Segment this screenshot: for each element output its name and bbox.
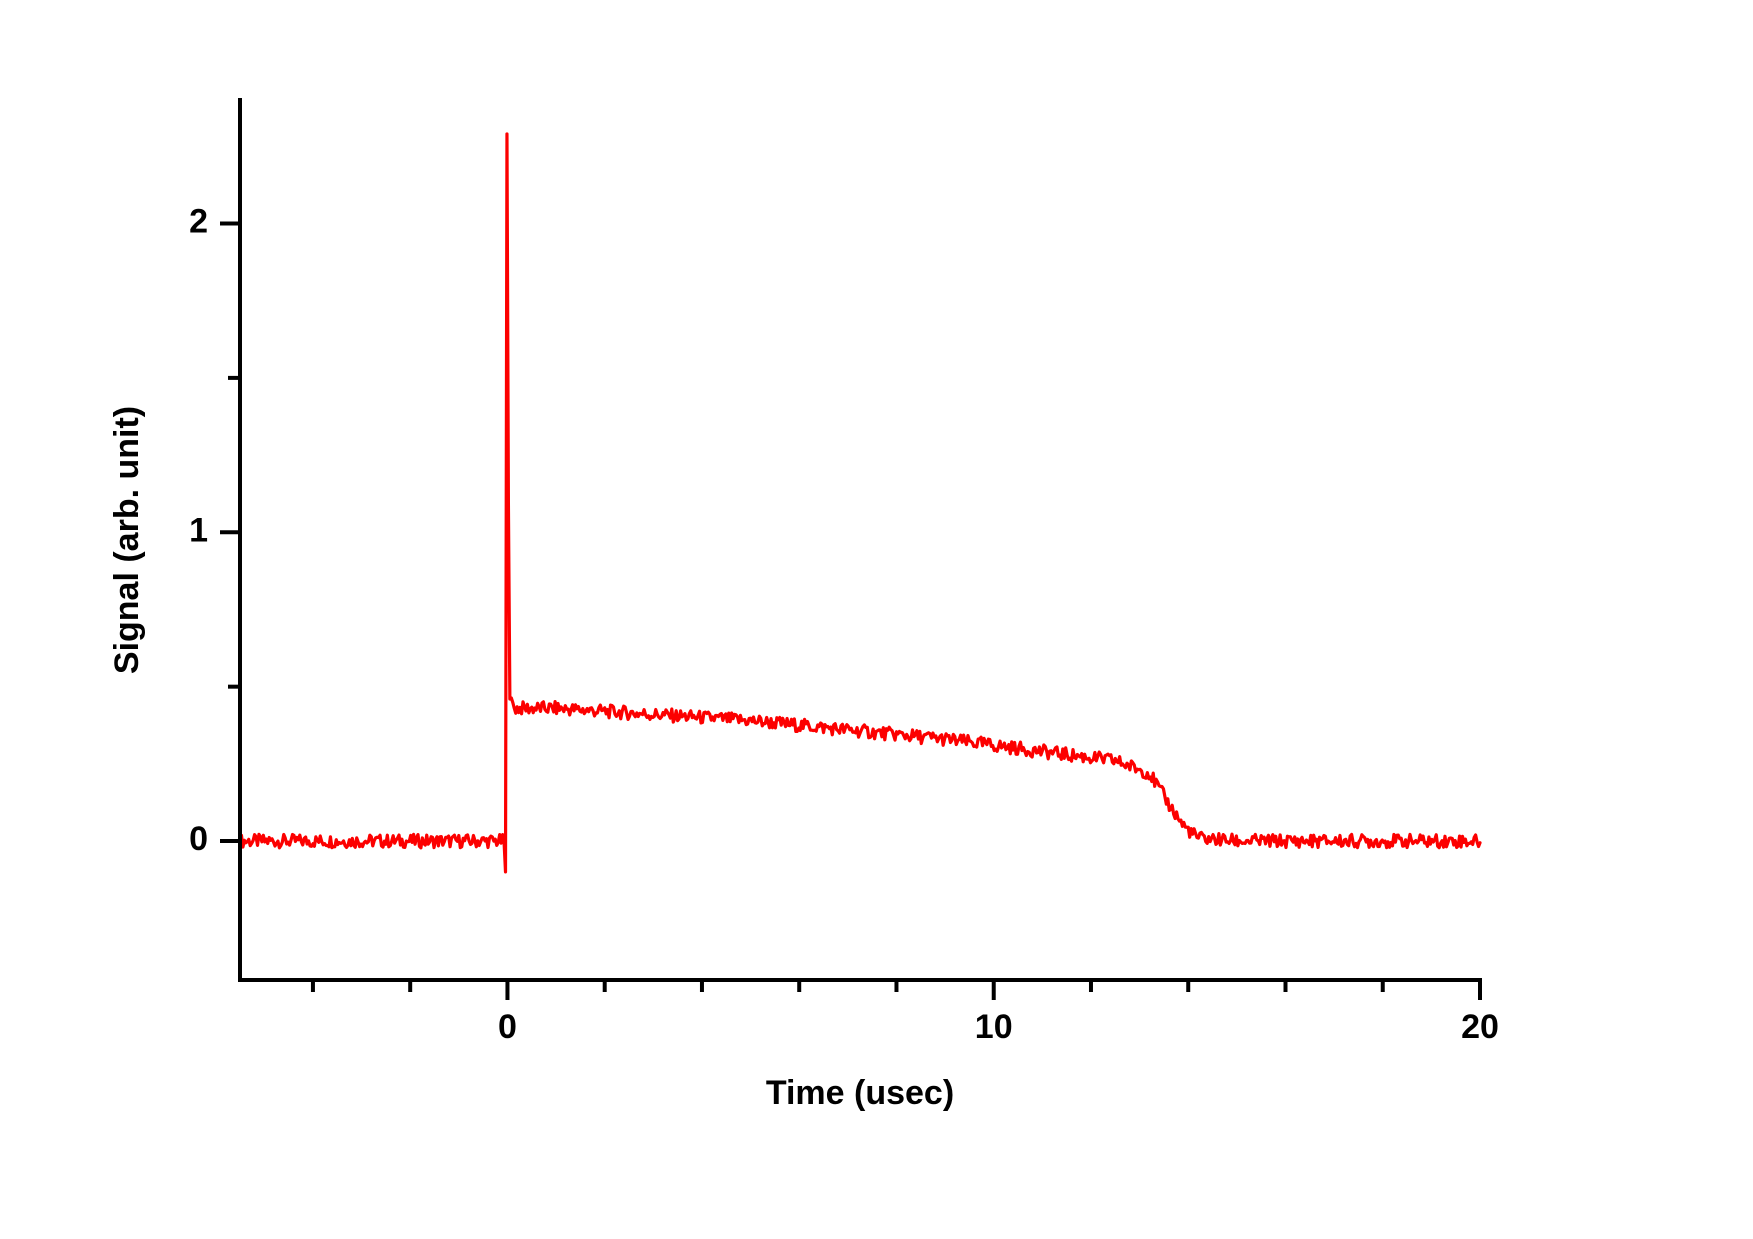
x-tick-label: 0 — [498, 1008, 517, 1046]
chart-background — [0, 0, 1753, 1239]
y-axis-label: Signal (arb. unit) — [108, 406, 146, 674]
x-tick-label: 10 — [975, 1008, 1013, 1046]
y-tick-label: 1 — [189, 511, 208, 549]
x-tick-label: 20 — [1461, 1008, 1499, 1046]
signal-chart: 0 10 20 0 1 2 Signal (arb. unit) Time (usec) — [0, 0, 1753, 1239]
x-axis-label: Time (usec) — [766, 1074, 954, 1112]
chart-container: 0 10 20 0 1 2 Signal (arb. unit) Time (usec) — [0, 0, 1753, 1239]
y-tick-label: 0 — [189, 820, 208, 858]
y-tick-label: 2 — [189, 202, 208, 240]
